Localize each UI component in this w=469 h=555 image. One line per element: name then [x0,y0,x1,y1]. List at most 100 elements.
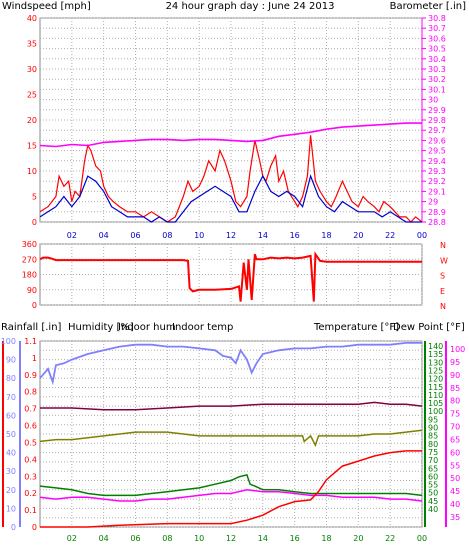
chart-marks: 051015202530354028.828.92929.129.229.329… [1,14,466,543]
temperature-tick-label: 50 [428,489,438,498]
temperature-tick-label: 75 [428,448,438,457]
wind-x-tick-label: 14 [258,231,268,240]
dewpoint-tick-label: 55 [450,461,460,470]
indoor-hum-label: Indoor hum [118,322,176,333]
temperature-tick-label: 65 [428,464,438,473]
rainfall-tick-label: 1 [32,354,37,363]
barometer-tick-label: 30 [428,96,438,105]
temperature-tick-label: 90 [428,424,438,433]
humidity-tick-label: 30 [6,467,16,476]
wind-x-tick-label: 06 [130,231,140,240]
temperature-tick-label: 95 [428,415,438,424]
rainfall-tick-label: 0.4 [24,455,37,464]
wind-x-tick-label: 04 [99,231,109,240]
barometer-tick-label: 30.4 [428,55,446,64]
humidity-tick-label: 40 [6,449,16,458]
wind-tick-label: 15 [27,142,37,151]
temperature-tick-label: 120 [428,375,443,384]
wind-x-tick-label: 22 [385,231,395,240]
rainfall-tick-label: 0.6 [24,422,37,431]
temperature-tick-label: 80 [428,440,438,449]
barometer-axis-title: Barometer [.in] [390,1,466,12]
barometer-tick-label: 29.7 [428,126,446,135]
compass-label: N [440,241,446,250]
temperature-tick-label: 125 [428,366,443,375]
barometer-tick-label: 29.3 [428,167,446,176]
dewpoint-tick-label: 40 [450,500,460,509]
climate-x-tick-label: 08 [162,534,172,543]
barometer-tick-label: 30.5 [428,45,446,54]
wind-x-tick-label: 12 [226,231,236,240]
dewpoint-tick-label: 95 [450,358,460,367]
dewpoint-tick-label: 70 [450,423,460,432]
wind-x-tick-label: 10 [194,231,204,240]
rainfall-tick-label: 1.1 [24,337,37,346]
temperature-tick-label: 55 [428,481,438,490]
temperature-tick-label: 40 [428,505,438,514]
wind-tick-label: 35 [27,40,37,49]
humidity-line [39,341,422,386]
compass-label: S [440,272,445,281]
dewpoint-tick-label: 50 [450,474,460,483]
barometer-tick-label: 30.1 [428,85,446,94]
rainfall-tick-label: 0.9 [24,371,37,380]
temperature-tick-label: 100 [428,407,443,416]
direction-tick-label: 0 [32,301,37,310]
dewpoint-tick-label: 90 [450,371,460,380]
wind-axis-title: Windspeed [mph] [2,1,91,12]
temperature-tick-label: 60 [428,472,438,481]
barometer-tick-label: 30.3 [428,65,446,74]
humidity-tick-label: 60 [6,411,16,420]
barometer-tick-label: 29.4 [428,157,446,166]
dewpoint-tick-label: 80 [450,397,460,406]
barometer-tick-label: 30.8 [428,14,446,23]
wind-x-tick-label: 18 [321,231,331,240]
direction-tick-label: 90 [27,286,37,295]
climate-x-tick-label: 10 [194,534,204,543]
humidity-tick-label: 100 [1,337,16,346]
humidity-tick-label: 70 [6,393,16,402]
dewpoint-tick-label: 35 [450,513,460,522]
humidity-tick-label: 20 [6,486,16,495]
wind-tick-label: 40 [27,14,37,23]
climate-x-tick-label: 00 [417,534,427,543]
barometer-tick-label: 29.6 [428,136,446,145]
compass-label: E [440,287,445,296]
barometer-tick-label: 28.9 [428,208,446,217]
climate-x-tick-label: 16 [290,534,300,543]
dewpoint-tick-label: 45 [450,487,460,496]
temperature-tick-label: 110 [428,391,443,400]
wind-tick-label: 0 [32,218,37,227]
temperature-tick-label: 130 [428,358,443,367]
rainfall-tick-label: 0.3 [24,472,37,481]
rainfall-line [40,450,422,528]
humidity-tick-label: 50 [6,430,16,439]
rainfall-tick-label: 0 [32,523,37,532]
wind-tick-label: 25 [27,91,37,100]
indoor_temp-line [40,401,423,411]
temperature-line [39,474,423,497]
wind-x-tick-label: 16 [290,231,300,240]
wind-x-tick-label: 20 [353,231,363,240]
climate-x-tick-label: 02 [67,534,77,543]
barometer-tick-label: 29.5 [428,147,446,156]
barometer-tick-label: 29.8 [428,116,446,125]
wind-x-tick-label: 08 [162,231,172,240]
rainfall-tick-label: 0.7 [24,405,37,414]
humidity-label: Humidity [%] [68,322,134,333]
temperature-tick-label: 115 [428,383,443,392]
wind-direction-line [39,251,422,302]
dewpoint-tick-label: 65 [450,435,460,444]
barometer-tick-label: 29.2 [428,177,446,186]
compass-label: N [440,302,446,311]
direction-tick-label: 360 [22,240,37,249]
dewpoint-tick-label: 75 [450,410,460,419]
rainfall-axis-title: Rainfall [.in] [1,322,62,333]
barometer-tick-label: 29.1 [428,187,446,196]
compass-label: W [440,256,448,265]
temperature-tick-label: 105 [428,399,443,408]
humidity-tick-label: 10 [6,504,16,513]
temperature-tick-label: 140 [428,342,443,351]
